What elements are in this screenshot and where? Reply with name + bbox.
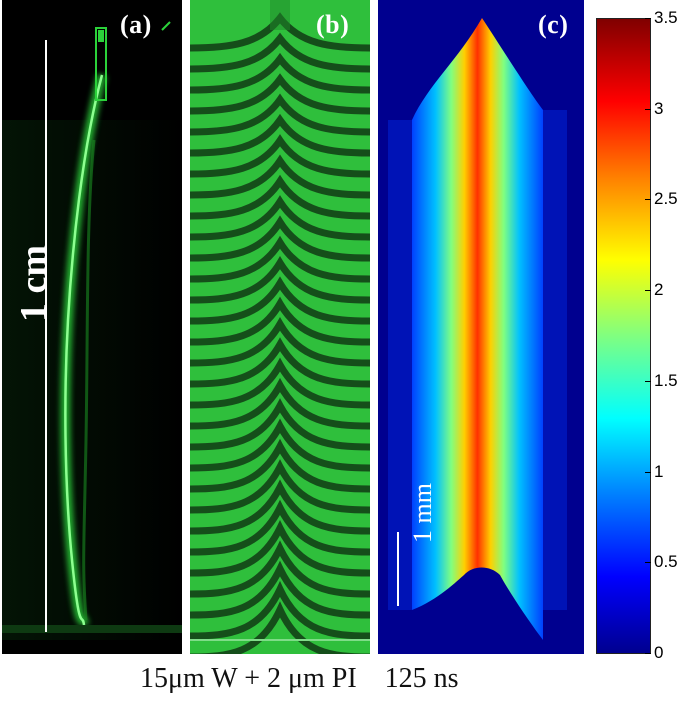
fringe-line [190,499,370,556]
fringe-line [190,580,370,640]
panel-a-label: (a) [120,10,152,39]
fringe-line [190,174,370,220]
fringe-line [190,520,370,577]
colorbar-tick-label: 2.5 [654,189,678,209]
fringe-line [190,337,370,388]
panel-c-image [378,0,584,654]
colorbar-tick-mark [645,471,651,473]
colorbar-tick-mark [645,380,651,382]
colorbar-tick-mark [645,18,651,19]
fringe-line [190,357,370,409]
fringe-line [190,459,370,514]
panel-b-image [190,0,370,654]
fringe-line [190,316,370,367]
fringe-line [190,601,370,654]
scale-label-1cm: 1 cm [13,244,55,322]
fringe-line [190,438,370,493]
fringe-line [190,377,370,430]
colorbar-tick-mark [645,290,651,292]
colorbar-tick-mark [645,653,651,654]
fringe-line [190,52,370,94]
colorbar-tick-mark [645,199,651,201]
fringe-line [190,276,370,325]
colorbar-tick-label: 1 [654,461,664,481]
colorbar [596,18,651,654]
fringe-line [190,73,370,115]
colorbar-tick-label: 0.5 [654,552,678,572]
fringe-line [190,134,370,178]
fringe-line [190,154,370,199]
colorbar-tick-label: 3 [654,98,664,118]
fringe-line [190,418,370,472]
colorbar-tick-mark [645,562,651,564]
panel-c-density-map: (c) [378,0,584,654]
panel-b-interferogram: (b) [190,0,370,654]
panel-a-shadowgraph: (a) [2,0,182,654]
fringe-line [190,93,370,136]
fringe-line [190,235,370,283]
colorbar-tick-mark [645,108,651,110]
fringe-line [190,479,370,535]
panel-b-label: (b) [316,10,350,39]
colorbar-tick-label: 1.5 [654,370,678,390]
figure-caption: 15μm W + 2 μm PI 125 ns [140,663,459,694]
fringe-line [190,195,370,241]
fringe-line [190,256,370,304]
fringe-line [190,296,370,346]
panel-a-image [2,0,182,654]
fringe-line [190,398,370,451]
fringe-line [190,215,370,262]
scale-label-1mm: 1 mm [408,483,437,543]
colorbar-tick-label: 2 [654,280,664,300]
colorbar-tick-label: 3.5 [654,8,678,27]
fringe-line [190,113,370,157]
fringe-line [190,32,370,73]
fringe-line [190,560,370,619]
colorbar-tick-label: 0 [654,643,664,662]
panel-c-label: (c) [538,10,569,39]
fringe-line [190,540,370,598]
